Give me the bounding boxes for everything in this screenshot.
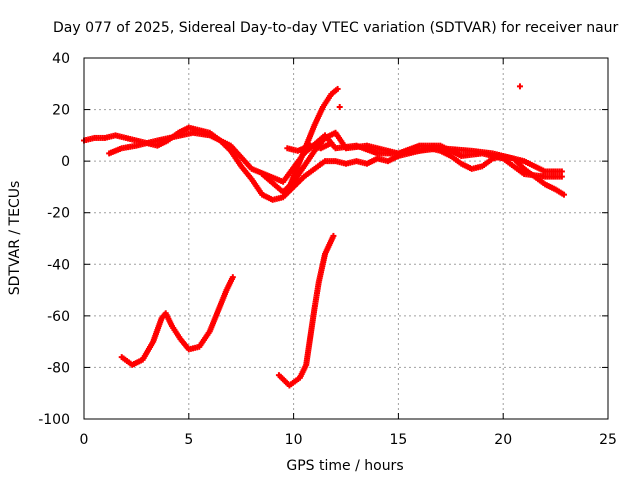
chart-title: Day 077 of 2025, Sidereal Day-to-day VTE… xyxy=(53,20,619,36)
x-tick-label: 5 xyxy=(184,432,193,448)
y-tick-label: -80 xyxy=(47,360,70,376)
data-point xyxy=(560,191,567,198)
data-point xyxy=(334,85,341,92)
data-point xyxy=(328,140,335,147)
y-axis-title: SDTVAR / TECUs xyxy=(7,181,23,296)
data-point xyxy=(336,103,343,110)
y-tick-label: -60 xyxy=(47,309,70,325)
y-tick-label: 0 xyxy=(61,154,70,170)
data-point xyxy=(229,274,236,281)
y-tick-label: 20 xyxy=(52,103,70,119)
x-axis-title: GPS time / hours xyxy=(286,458,403,474)
data-point xyxy=(330,232,337,239)
y-tick-label: -20 xyxy=(47,206,70,222)
data-point xyxy=(558,173,565,180)
y-tick-label: -40 xyxy=(47,257,70,273)
data-points xyxy=(81,83,567,389)
y-tick-label: 40 xyxy=(52,51,70,67)
plot-frame xyxy=(83,57,609,420)
x-tick-label: 20 xyxy=(494,432,512,448)
y-tick-label: -100 xyxy=(38,412,70,428)
x-tick-label: 0 xyxy=(80,432,89,448)
x-axis-ticks: 0 5 10 15 20 25 xyxy=(80,58,617,448)
x-tick-label: 10 xyxy=(285,432,303,448)
data-point xyxy=(558,168,565,175)
grid-lines xyxy=(84,58,608,419)
x-tick-label: 25 xyxy=(599,432,617,448)
y-axis-ticks: -100 -80 -60 -40 -20 0 20 40 xyxy=(38,51,608,428)
x-tick-label: 15 xyxy=(389,432,407,448)
data-point xyxy=(516,83,523,90)
